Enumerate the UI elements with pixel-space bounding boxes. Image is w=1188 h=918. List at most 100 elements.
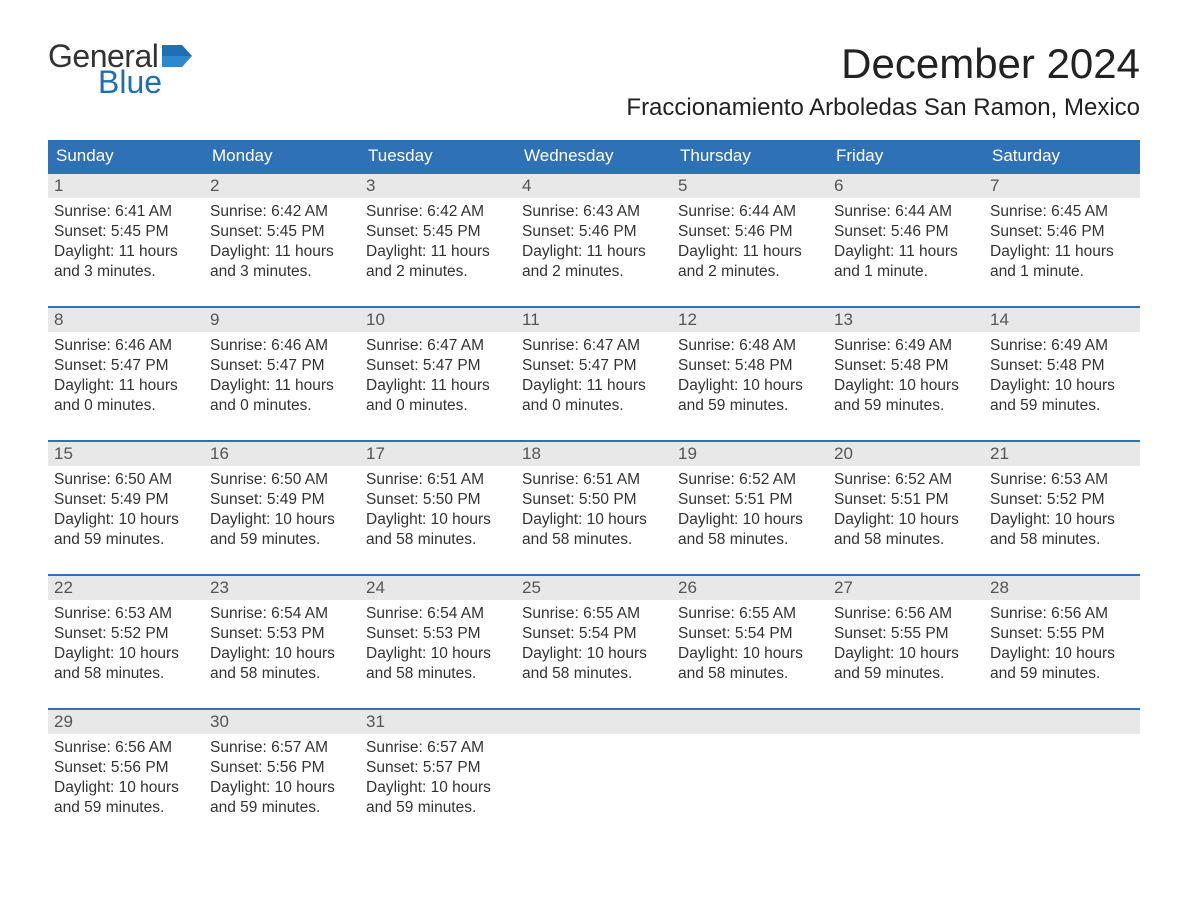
title-block: December 2024 Fraccionamiento Arboledas … [626,40,1140,122]
week-row: 1Sunrise: 6:41 AMSunset: 5:45 PMDaylight… [48,172,1140,292]
day-body: Sunrise: 6:44 AMSunset: 5:46 PMDaylight:… [672,198,828,283]
day-number: 25 [516,576,672,600]
day-number: 27 [828,576,984,600]
day-sunset: Sunset: 5:46 PM [522,222,666,242]
day-number: 3 [360,174,516,198]
day-cell: 14Sunrise: 6:49 AMSunset: 5:48 PMDayligh… [984,308,1140,426]
day-number: 28 [984,576,1140,600]
day-daylight1: Daylight: 10 hours [366,510,510,530]
day-daylight1: Daylight: 11 hours [990,242,1134,262]
day-number: 10 [360,308,516,332]
day-number: 4 [516,174,672,198]
weekday-tuesday: Tuesday [360,140,516,172]
day-cell: 16Sunrise: 6:50 AMSunset: 5:49 PMDayligh… [204,442,360,560]
day-cell: 15Sunrise: 6:50 AMSunset: 5:49 PMDayligh… [48,442,204,560]
day-number: 11 [516,308,672,332]
day-body: Sunrise: 6:49 AMSunset: 5:48 PMDaylight:… [984,332,1140,417]
weekday-saturday: Saturday [984,140,1140,172]
day-daylight1: Daylight: 10 hours [678,644,822,664]
logo: General Blue [48,40,192,98]
day-daylight1: Daylight: 10 hours [366,778,510,798]
day-daylight2: and 2 minutes. [522,262,666,282]
day-daylight2: and 58 minutes. [366,664,510,684]
day-sunrise: Sunrise: 6:50 AM [210,470,354,490]
day-daylight2: and 59 minutes. [210,530,354,550]
day-daylight2: and 0 minutes. [210,396,354,416]
day-daylight1: Daylight: 10 hours [834,510,978,530]
weekday-sunday: Sunday [48,140,204,172]
day-cell: 22Sunrise: 6:53 AMSunset: 5:52 PMDayligh… [48,576,204,694]
day-daylight1: Daylight: 11 hours [54,242,198,262]
day-cell: 29Sunrise: 6:56 AMSunset: 5:56 PMDayligh… [48,710,204,828]
day-daylight2: and 58 minutes. [366,530,510,550]
day-body: Sunrise: 6:45 AMSunset: 5:46 PMDaylight:… [984,198,1140,283]
day-sunrise: Sunrise: 6:44 AM [678,202,822,222]
day-sunset: Sunset: 5:46 PM [678,222,822,242]
day-number: 15 [48,442,204,466]
day-body: Sunrise: 6:47 AMSunset: 5:47 PMDaylight:… [516,332,672,417]
day-sunset: Sunset: 5:54 PM [678,624,822,644]
page-header: General Blue December 2024 Fraccionamien… [48,40,1140,122]
day-sunset: Sunset: 5:56 PM [210,758,354,778]
day-daylight1: Daylight: 11 hours [366,242,510,262]
day-daylight2: and 58 minutes. [990,530,1134,550]
day-body: Sunrise: 6:44 AMSunset: 5:46 PMDaylight:… [828,198,984,283]
week-row: 29Sunrise: 6:56 AMSunset: 5:56 PMDayligh… [48,708,1140,828]
day-sunrise: Sunrise: 6:44 AM [834,202,978,222]
week-row: 22Sunrise: 6:53 AMSunset: 5:52 PMDayligh… [48,574,1140,694]
weekday-header-row: SundayMondayTuesdayWednesdayThursdayFrid… [48,140,1140,172]
day-body: Sunrise: 6:49 AMSunset: 5:48 PMDaylight:… [828,332,984,417]
day-body: Sunrise: 6:51 AMSunset: 5:50 PMDaylight:… [516,466,672,551]
day-body: Sunrise: 6:50 AMSunset: 5:49 PMDaylight:… [48,466,204,551]
day-sunset: Sunset: 5:45 PM [366,222,510,242]
day-sunset: Sunset: 5:50 PM [522,490,666,510]
day-cell: 6Sunrise: 6:44 AMSunset: 5:46 PMDaylight… [828,174,984,292]
day-body: Sunrise: 6:52 AMSunset: 5:51 PMDaylight:… [672,466,828,551]
day-daylight2: and 58 minutes. [522,530,666,550]
day-number: 19 [672,442,828,466]
calendar: SundayMondayTuesdayWednesdayThursdayFrid… [48,140,1140,828]
day-daylight2: and 59 minutes. [54,798,198,818]
day-sunset: Sunset: 5:45 PM [54,222,198,242]
day-cell: 19Sunrise: 6:52 AMSunset: 5:51 PMDayligh… [672,442,828,560]
day-sunset: Sunset: 5:51 PM [834,490,978,510]
day-body: Sunrise: 6:46 AMSunset: 5:47 PMDaylight:… [48,332,204,417]
day-daylight2: and 59 minutes. [834,664,978,684]
day-daylight1: Daylight: 11 hours [678,242,822,262]
day-body: Sunrise: 6:54 AMSunset: 5:53 PMDaylight:… [204,600,360,685]
day-daylight1: Daylight: 10 hours [54,778,198,798]
day-daylight1: Daylight: 11 hours [522,376,666,396]
day-cell: 17Sunrise: 6:51 AMSunset: 5:50 PMDayligh… [360,442,516,560]
day-sunrise: Sunrise: 6:45 AM [990,202,1134,222]
day-daylight1: Daylight: 10 hours [210,644,354,664]
day-daylight2: and 0 minutes. [522,396,666,416]
day-sunrise: Sunrise: 6:57 AM [366,738,510,758]
day-sunrise: Sunrise: 6:56 AM [834,604,978,624]
day-cell: 30Sunrise: 6:57 AMSunset: 5:56 PMDayligh… [204,710,360,828]
day-number: 17 [360,442,516,466]
day-number: 1 [48,174,204,198]
day-sunrise: Sunrise: 6:49 AM [834,336,978,356]
day-cell [672,710,828,828]
day-sunset: Sunset: 5:55 PM [834,624,978,644]
day-daylight1: Daylight: 10 hours [834,376,978,396]
day-cell: 18Sunrise: 6:51 AMSunset: 5:50 PMDayligh… [516,442,672,560]
day-daylight1: Daylight: 10 hours [990,644,1134,664]
day-sunrise: Sunrise: 6:51 AM [522,470,666,490]
day-cell: 3Sunrise: 6:42 AMSunset: 5:45 PMDaylight… [360,174,516,292]
day-daylight1: Daylight: 10 hours [522,644,666,664]
day-number: 20 [828,442,984,466]
day-number: 23 [204,576,360,600]
day-daylight2: and 2 minutes. [366,262,510,282]
month-title: December 2024 [626,40,1140,88]
day-sunrise: Sunrise: 6:48 AM [678,336,822,356]
day-sunset: Sunset: 5:48 PM [990,356,1134,376]
day-cell [828,710,984,828]
day-daylight2: and 58 minutes. [678,530,822,550]
day-sunset: Sunset: 5:47 PM [210,356,354,376]
day-sunrise: Sunrise: 6:53 AM [990,470,1134,490]
day-sunrise: Sunrise: 6:55 AM [678,604,822,624]
day-cell: 7Sunrise: 6:45 AMSunset: 5:46 PMDaylight… [984,174,1140,292]
day-cell [516,710,672,828]
day-body: Sunrise: 6:54 AMSunset: 5:53 PMDaylight:… [360,600,516,685]
